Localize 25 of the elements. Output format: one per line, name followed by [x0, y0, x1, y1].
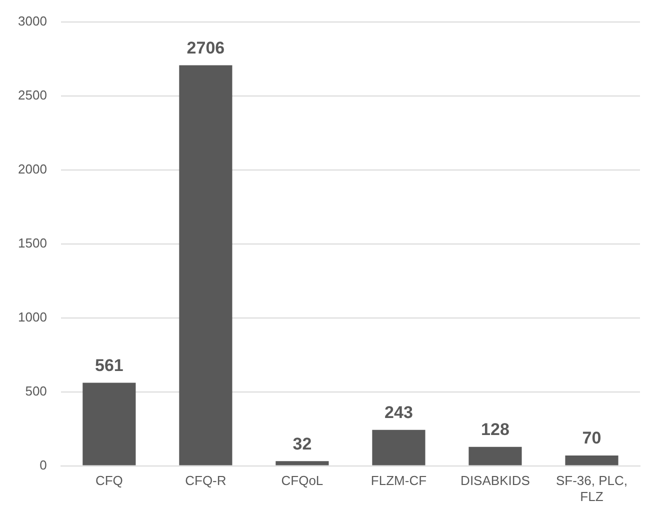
y-tick-label: 3000	[18, 13, 47, 28]
y-tick-label: 2000	[18, 161, 47, 176]
x-tick-label: CFQ	[95, 473, 123, 488]
x-tick-label: FLZM-CF	[370, 473, 427, 488]
bar	[372, 430, 426, 466]
data-label: 32	[292, 434, 312, 454]
bar	[468, 446, 522, 466]
bar	[276, 461, 329, 466]
data-label: 70	[582, 428, 602, 448]
data-label: 243	[384, 403, 413, 422]
x-tick-label: SF-36, PLC, FLZ	[556, 473, 628, 504]
x-tick-label: CFQoL	[281, 473, 324, 488]
y-tick-label: 1000	[18, 309, 47, 324]
x-tick-label: CFQ-R	[185, 473, 226, 488]
y-tick-label: 2500	[18, 87, 47, 102]
y-tick-label: 500	[25, 383, 47, 398]
data-label: 2706	[186, 38, 225, 58]
data-label: 128	[481, 420, 510, 440]
bar	[179, 65, 232, 466]
y-tick-label: 1500	[18, 235, 47, 250]
data-label: 561	[94, 356, 124, 375]
x-tick-label: DISABKIDS	[460, 473, 530, 488]
y-tick-label: 0	[40, 457, 47, 472]
bar	[82, 382, 136, 466]
bar	[565, 455, 618, 466]
